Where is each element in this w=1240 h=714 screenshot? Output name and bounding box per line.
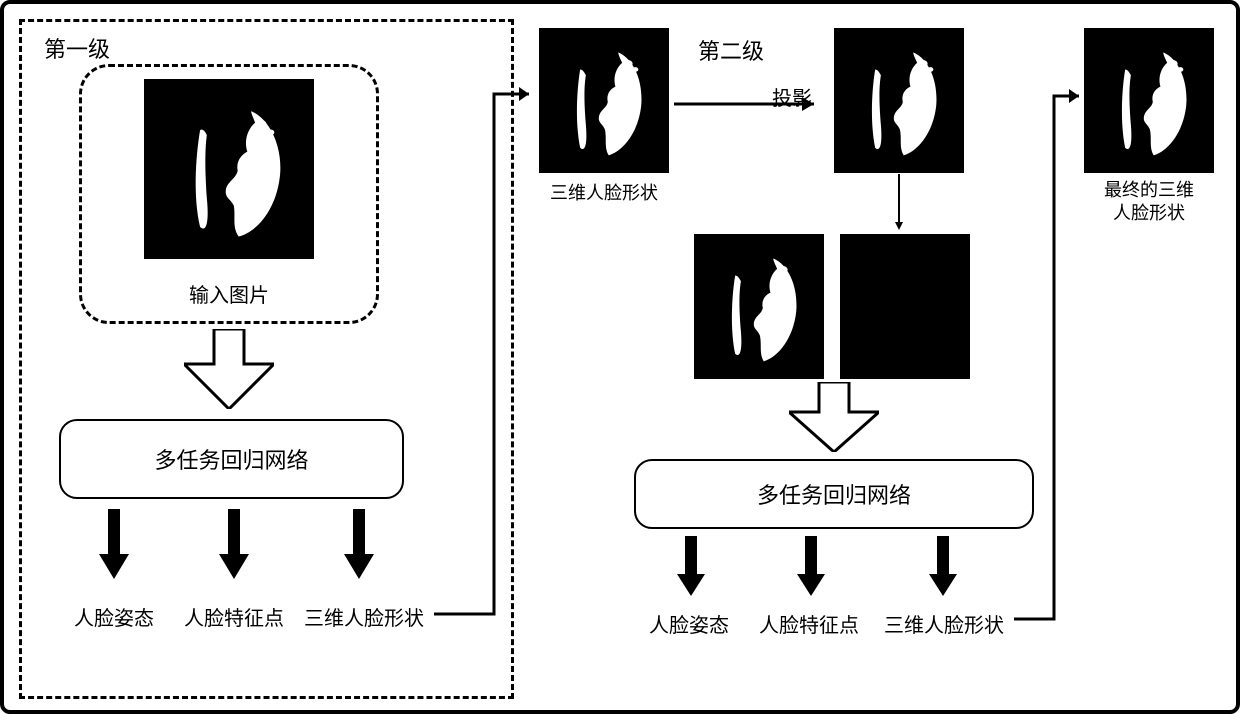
stage1-label: 第一级 <box>44 32 110 64</box>
final-3dface <box>1084 28 1214 173</box>
stage1-network: 多任务回归网络 <box>59 419 404 499</box>
stage2-top-arrow <box>674 94 829 114</box>
stage1-out-arrow-3 <box>344 509 374 579</box>
stage2-mid-pncc <box>840 234 970 379</box>
stage2-out-pose: 人脸姿态 <box>634 609 744 638</box>
stage2-out-arrow-1 <box>677 536 705 596</box>
stage2-3dface-caption: 三维人脸形状 <box>534 179 674 205</box>
stage1-out-pose: 人脸姿态 <box>59 602 169 631</box>
stage2-mid-face-left <box>694 234 824 379</box>
stage2-out-arrow-2 <box>797 536 825 596</box>
face-glyph <box>542 31 666 170</box>
stage2-network: 多任务回归网络 <box>634 459 1034 529</box>
face-glyph <box>147 82 311 256</box>
stage1-out-arrow-1 <box>99 509 129 579</box>
stage2-3dface <box>539 28 669 173</box>
face-glyph <box>1087 31 1211 170</box>
stage1-input-face <box>144 79 314 259</box>
stage1-out-landmarks: 人脸特征点 <box>174 602 294 631</box>
diagram-canvas: 第一级 输入图片 多任务回归网络 人脸姿态 人脸特征点 <box>0 0 1240 714</box>
stage2-mid-input-face <box>694 234 824 379</box>
stage1-network-label: 多任务回归网络 <box>154 443 308 475</box>
stage2-network-label: 多任务回归网络 <box>757 478 911 510</box>
stage2-out-arrow-3 <box>929 536 957 596</box>
stage1-out-shape: 三维人脸形状 <box>294 602 434 631</box>
stage2-down-arrow <box>789 382 879 452</box>
stage2-projected-face-wrap <box>834 28 964 173</box>
stage2-proj-to-mid <box>894 174 904 232</box>
face-glyph <box>837 31 961 170</box>
stage2-out-landmarks: 人脸特征点 <box>749 609 869 638</box>
stage1-input-face-wrap <box>144 79 314 259</box>
stage2-to-final-connector <box>1014 24 1094 624</box>
final-caption-l2: 人脸形状 <box>1113 203 1185 223</box>
final-face-wrap <box>1084 28 1214 173</box>
stage2-out-shape: 三维人脸形状 <box>874 609 1014 638</box>
stage1-down-arrow <box>184 329 274 409</box>
final-face-caption: 最终的三维 人脸形状 <box>1074 179 1224 226</box>
stage2-label: 第二级 <box>698 34 764 66</box>
stage2-mid-face-right <box>840 234 970 379</box>
stage1-to-stage2-connector <box>434 24 544 619</box>
stage2-projected-face <box>834 28 964 173</box>
face-glyph <box>697 237 821 376</box>
stage2-3dface-wrap <box>539 28 669 173</box>
stage1-input-caption: 输入图片 <box>79 279 379 308</box>
final-caption-l1: 最终的三维 <box>1104 180 1194 200</box>
stage1-out-arrow-2 <box>219 509 249 579</box>
